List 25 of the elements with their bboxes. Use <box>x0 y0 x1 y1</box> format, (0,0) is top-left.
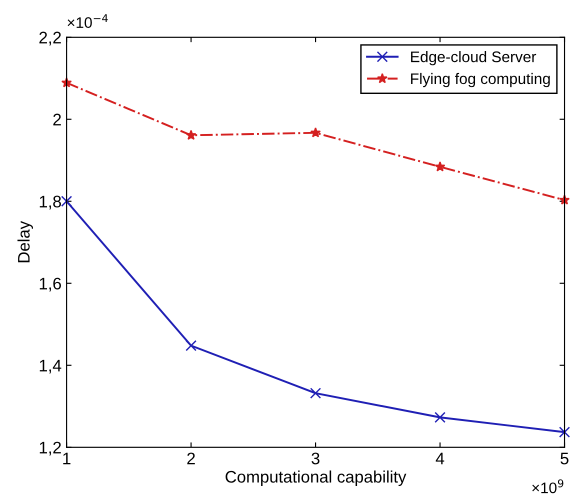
x-tick-label: 5 <box>560 452 568 464</box>
y-tick-label: 1,4 <box>40 360 62 374</box>
point <box>434 412 446 423</box>
y-tick-label: 1,2 <box>40 442 61 456</box>
point <box>186 130 196 140</box>
point <box>434 161 446 172</box>
text: ×10$^{9}$ <box>532 479 564 494</box>
y-axis-title: Delay <box>17 221 33 262</box>
x-tick-label: 4 <box>436 452 444 464</box>
point <box>558 426 570 438</box>
point <box>310 127 321 138</box>
point <box>61 196 72 207</box>
legend-label: Edge-cloud Server <box>411 51 536 66</box>
y-tick-label: 2,2 <box>39 32 61 46</box>
point <box>186 340 197 352</box>
text: ×10$^{−4}$ <box>68 14 108 28</box>
x-tick-label: 2 <box>187 452 195 464</box>
y-tick-label: 2 <box>53 114 61 126</box>
y-tick-label: 1,6 <box>40 278 61 292</box>
x-axis-title: Computational capability <box>226 470 406 486</box>
y-tick-label: 1,8 <box>40 196 61 210</box>
x-tick-label: 1 <box>63 452 70 464</box>
x-tick-label: 3 <box>312 452 320 464</box>
point <box>310 388 322 399</box>
legend-label: Flying fog computing <box>411 72 550 88</box>
